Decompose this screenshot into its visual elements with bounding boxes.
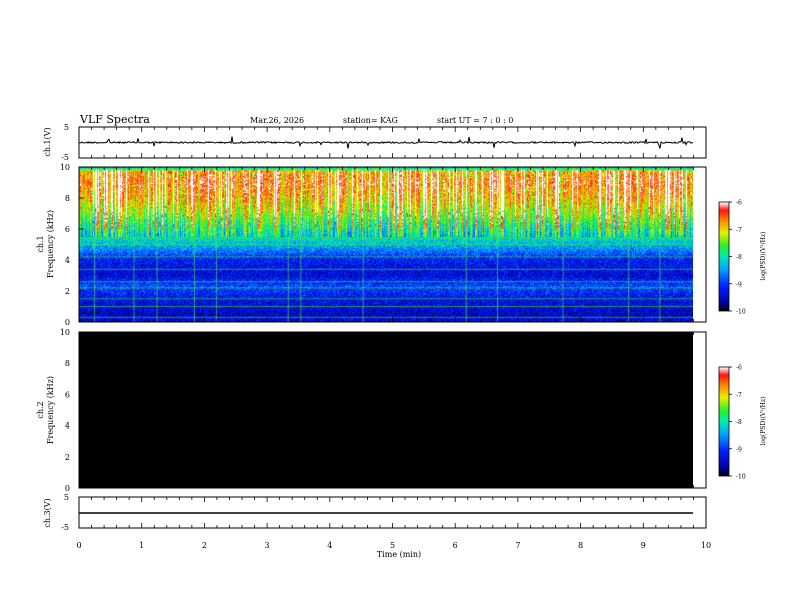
x-tick-label: 0 xyxy=(76,541,81,550)
x-tick-label: 1 xyxy=(139,541,144,550)
figure-title: VLF Spectra xyxy=(79,113,150,126)
colorbar-tick-label: -8 xyxy=(736,419,742,426)
ch3-ytick-bottom: -5 xyxy=(61,523,69,532)
x-axis-tick-labels: 0 1 2 3 4 5 6 7 8 9 10 xyxy=(76,541,711,550)
colorbar-tick-label: -9 xyxy=(736,281,742,288)
date-label: Mar.26, 2026 xyxy=(250,116,304,125)
ch2-spectrogram-image xyxy=(79,332,693,488)
x-tick-label: 3 xyxy=(265,541,270,550)
ch3-waveform-ylabel: ch.3(V) xyxy=(43,498,52,527)
x-tick-label: 5 xyxy=(390,541,395,550)
ch1-waveform-ticks xyxy=(78,127,707,158)
frequency-tick-label: 0 xyxy=(65,318,70,327)
ch2-spectrogram-yticks: 0 2 4 6 8 10 xyxy=(60,328,84,493)
ch1-waveform-panel: 5 -5 ch.1(V) xyxy=(43,123,707,162)
ch2-spectrogram-panel: 0 2 4 6 8 10 ch.2 Frequency (kHz) xyxy=(36,328,707,493)
frequency-tick-label: 8 xyxy=(65,359,70,368)
colorbar-ch2-gradient xyxy=(719,367,729,476)
ch1-spectrogram-panel: 0 2 4 6 8 10 ch.1 Frequency (kHz) xyxy=(36,163,707,327)
colorbar-tick-label: -7 xyxy=(736,227,742,234)
colorbar-ch2-label: log(PSD)(V²/Hz) xyxy=(760,397,767,446)
frequency-tick-label: 6 xyxy=(65,390,70,399)
frequency-tick-label: 10 xyxy=(60,328,70,337)
colorbar-tick-label: -6 xyxy=(736,200,742,207)
x-tick-label: 4 xyxy=(327,541,332,550)
ch1-spectrogram-image xyxy=(79,167,693,322)
ch1-waveform-ylabel: ch.1(V) xyxy=(43,127,52,156)
colorbar-tick-label: -7 xyxy=(736,392,742,399)
frequency-tick-label: 4 xyxy=(65,256,70,265)
colorbar-tick-label: -6 xyxy=(736,365,742,372)
colorbar-ch1-ticks: -6 -7 -8 -9 -10 xyxy=(729,200,746,316)
ch3-ytick-top: 5 xyxy=(64,493,69,502)
frequency-tick-label: 4 xyxy=(65,422,70,431)
colorbar-ch1-label: log(PSD)(V²/Hz) xyxy=(760,232,767,281)
x-tick-label: 9 xyxy=(641,541,646,550)
x-tick-label: 10 xyxy=(701,541,711,550)
x-tick-label: 7 xyxy=(515,541,520,550)
ch2-channel-label: ch.2 xyxy=(36,401,45,418)
ch1-ytick-top: 5 xyxy=(64,123,69,132)
colorbar-tick-label: -10 xyxy=(736,309,746,316)
ch1-spectrogram-ticks xyxy=(78,167,707,322)
ch1-spectrogram-yticks: 0 2 4 6 8 10 xyxy=(60,163,84,327)
x-tick-label: 6 xyxy=(453,541,458,550)
colorbar-tick-label: -10 xyxy=(736,474,746,481)
x-tick-label: 2 xyxy=(202,541,207,550)
ch1-waveform-line xyxy=(78,136,694,149)
frequency-tick-label: 2 xyxy=(65,287,70,296)
colorbar-tick-label: -9 xyxy=(736,446,742,453)
frequency-tick-label: 6 xyxy=(65,225,70,234)
ch2-frequency-label: Frequency (kHz) xyxy=(46,376,55,444)
colorbar-tick-label: -8 xyxy=(736,254,742,261)
ch2-spectrogram-ticks xyxy=(78,332,707,488)
colorbar-ch1: -6 -7 -8 -9 -10 log(PSD)(V²/Hz) xyxy=(718,200,767,316)
ch1-ytick-bottom: -5 xyxy=(61,153,69,162)
start-ut-label: start UT = 7 : 0 : 0 xyxy=(437,116,513,125)
station-label: station= KAG xyxy=(343,116,398,125)
ch1-frequency-label: Frequency (kHz) xyxy=(46,210,55,278)
ch1-channel-label: ch.1 xyxy=(36,235,45,252)
colorbar-ch2: -6 -7 -8 -9 -10 log(PSD)(V²/Hz) xyxy=(718,365,767,481)
ch3-waveform-panel: 5 -5 ch.3(V) xyxy=(43,493,707,532)
frequency-tick-label: 10 xyxy=(60,163,70,172)
colorbar-ch2-ticks: -6 -7 -8 -9 -10 xyxy=(729,365,746,481)
colorbar-ch1-gradient xyxy=(719,202,729,311)
frequency-tick-label: 2 xyxy=(65,453,70,462)
frequency-tick-label: 8 xyxy=(65,194,70,203)
x-axis-label: Time (min) xyxy=(377,550,421,559)
frequency-tick-label: 0 xyxy=(65,484,70,493)
x-tick-label: 8 xyxy=(578,541,583,550)
ch3-waveform-ticks xyxy=(78,497,707,528)
